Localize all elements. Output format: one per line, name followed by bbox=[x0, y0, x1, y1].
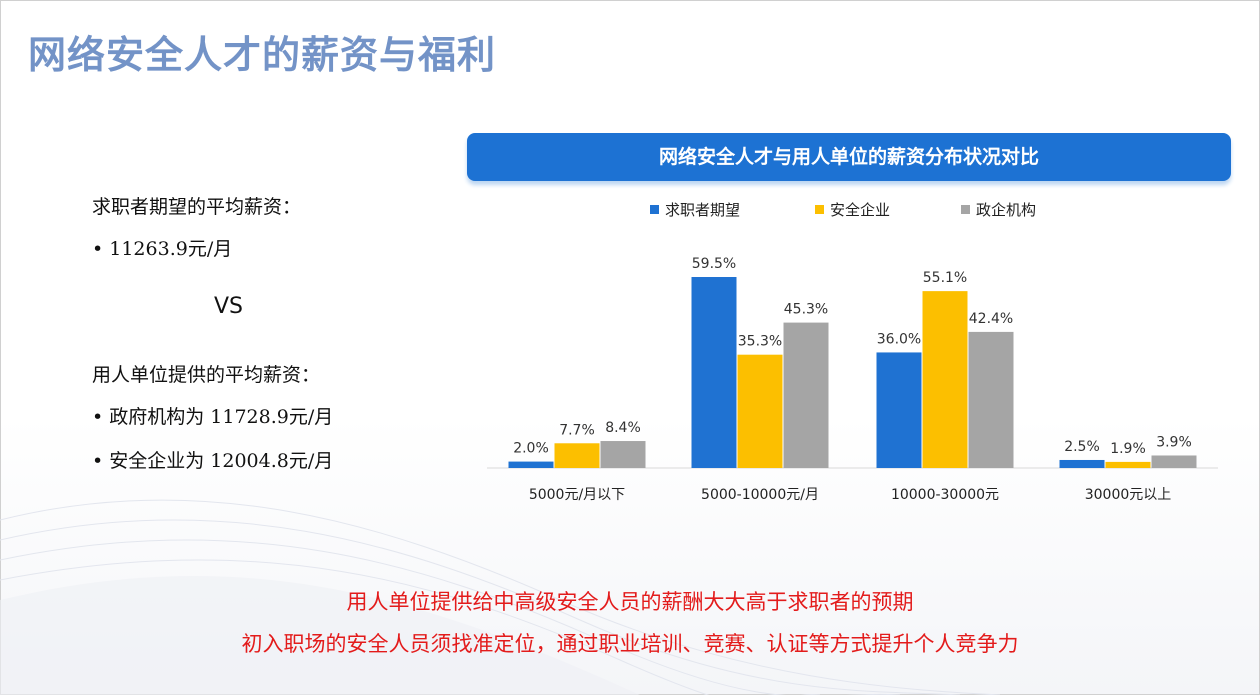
bar bbox=[1105, 461, 1151, 468]
bar bbox=[554, 443, 600, 468]
data-label: 59.5% bbox=[692, 256, 736, 272]
legend-item-gov: 政企机构 bbox=[961, 199, 1036, 220]
data-label: 1.9% bbox=[1110, 441, 1146, 457]
data-label: 55.1% bbox=[923, 270, 967, 286]
bar bbox=[1059, 459, 1105, 468]
legend-item-corp: 安全企业 bbox=[815, 199, 890, 220]
data-label: 7.7% bbox=[559, 422, 595, 438]
category-label: 10000-30000元 bbox=[891, 487, 999, 503]
corp-salary-value: • 安全企业为 12004.8元/月 bbox=[92, 450, 334, 472]
bar-chart: 2.0% 7.7% 8.4% 5000元/月以下 59.5% 35.3%45.3% 5000… bbox=[487, 256, 1218, 503]
bar bbox=[922, 291, 968, 468]
slide-title: 网络安全人才的薪资与福利 bbox=[28, 33, 497, 77]
data-label: 45.3% bbox=[784, 302, 828, 318]
conclusion-line-1: 用人单位提供给中高级安全人员的薪酬大大高于求职者的预期 bbox=[346, 590, 914, 614]
bar bbox=[783, 322, 829, 468]
legend-swatch bbox=[961, 205, 970, 214]
gov-salary-value: • 政府机构为 11728.9元/月 bbox=[92, 406, 334, 428]
category-label: 30000元以上 bbox=[1085, 487, 1172, 503]
legend-swatch bbox=[815, 205, 824, 214]
data-label: 8.4% bbox=[605, 420, 641, 436]
expected-salary-label: 求职者期望的平均薪资： bbox=[92, 196, 302, 218]
legend-item-seekers: 求职者期望 bbox=[650, 199, 740, 220]
expected-salary-value: • 11263.9元/月 bbox=[92, 238, 233, 260]
bar bbox=[968, 331, 1014, 468]
category-label: 5000元/月以下 bbox=[529, 487, 625, 503]
legend-swatch bbox=[650, 205, 659, 214]
data-label: 36.0% bbox=[877, 331, 921, 347]
bar bbox=[1151, 455, 1197, 468]
bar bbox=[737, 354, 783, 468]
bar bbox=[600, 441, 646, 468]
data-label: 3.9% bbox=[1156, 434, 1192, 450]
data-label: 35.3% bbox=[738, 334, 782, 350]
data-label: 42.4% bbox=[969, 311, 1013, 327]
offered-salary-label: 用人单位提供的平均薪资： bbox=[92, 364, 321, 386]
category-label: 5000-10000元/月 bbox=[701, 487, 819, 503]
bar bbox=[508, 461, 554, 468]
conclusion-line-2: 初入职场的安全人员须找准定位，通过职业培训、竞赛、认证等方式提升个人竞争力 bbox=[241, 632, 1019, 656]
data-label: 2.0% bbox=[513, 441, 549, 457]
vs-label: VS bbox=[214, 294, 244, 319]
bar bbox=[876, 352, 922, 468]
data-label: 2.5% bbox=[1064, 439, 1100, 455]
chart-title: 网络安全人才与用人单位的薪资分布状况对比 bbox=[467, 133, 1231, 181]
bar bbox=[691, 277, 737, 468]
